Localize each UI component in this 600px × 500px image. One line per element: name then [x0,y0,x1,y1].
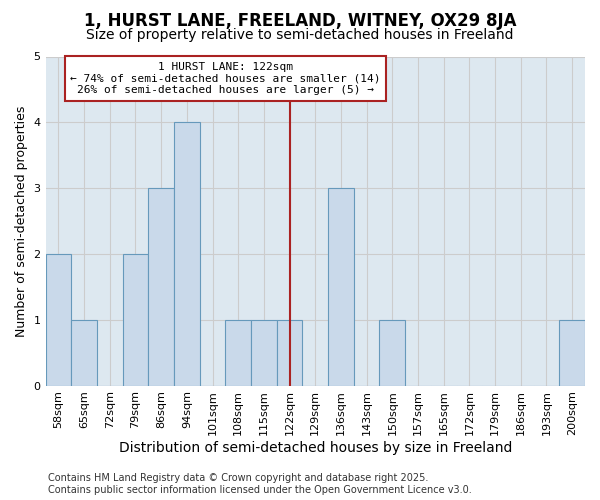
Y-axis label: Number of semi-detached properties: Number of semi-detached properties [15,106,28,336]
Bar [277,320,302,386]
Bar [46,254,71,386]
Text: 1, HURST LANE, FREELAND, WITNEY, OX29 8JA: 1, HURST LANE, FREELAND, WITNEY, OX29 8J… [84,12,516,30]
Bar [559,320,585,386]
Bar [122,254,148,386]
Text: Contains HM Land Registry data © Crown copyright and database right 2025.
Contai: Contains HM Land Registry data © Crown c… [48,474,472,495]
Bar [174,122,200,386]
Bar [379,320,405,386]
Bar [148,188,174,386]
Bar [71,320,97,386]
X-axis label: Distribution of semi-detached houses by size in Freeland: Distribution of semi-detached houses by … [119,441,512,455]
Bar [251,320,277,386]
Bar [226,320,251,386]
Bar [328,188,354,386]
Text: Size of property relative to semi-detached houses in Freeland: Size of property relative to semi-detach… [86,28,514,42]
Text: 1 HURST LANE: 122sqm
← 74% of semi-detached houses are smaller (14)
26% of semi-: 1 HURST LANE: 122sqm ← 74% of semi-detac… [70,62,380,95]
